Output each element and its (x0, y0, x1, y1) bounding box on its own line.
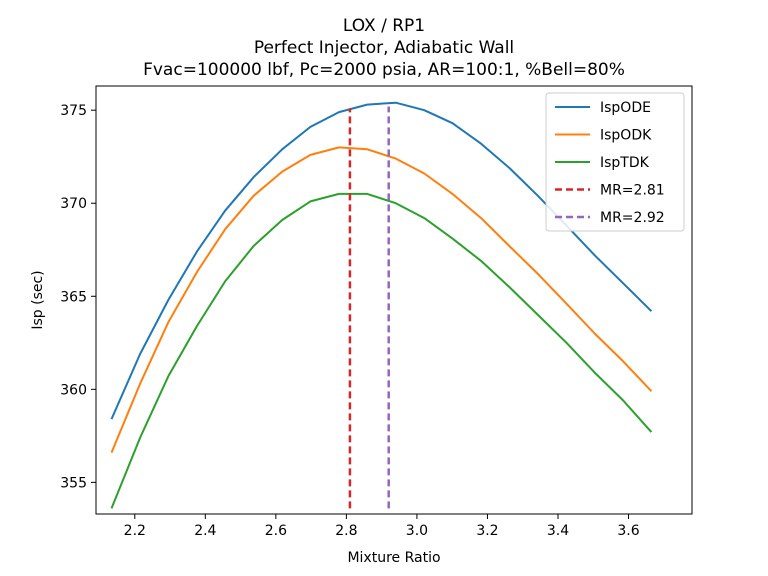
x-tick-label: 3.2 (476, 523, 498, 539)
legend-label: IspTDK (600, 155, 650, 171)
x-axis-ticks: 2.2 2.4 2.6 2.8 3.0 3.2 3.4 3.6 (124, 514, 640, 539)
y-tick-label: 375 (60, 103, 87, 119)
x-tick-label: 2.4 (194, 523, 216, 539)
chart-title-line-3: Fvac=100000 lbf, Pc=2000 psia, AR=100:1,… (143, 60, 625, 80)
plot-frame (95, 85, 693, 515)
x-tick-label: 3.0 (406, 523, 428, 539)
series-line-ispodk (110, 146, 653, 453)
y-tick-label: 365 (60, 289, 87, 305)
x-tick-label: 2.2 (124, 523, 146, 539)
y-axis-label: Isp (sec) (30, 270, 46, 329)
x-tick-label: 2.6 (265, 523, 287, 539)
chart-title-line-1: LOX / RP1 (343, 16, 425, 36)
x-tick-label: 3.4 (547, 523, 569, 539)
x-tick-label: 3.6 (617, 523, 639, 539)
legend-label: IspODE (600, 100, 651, 116)
legend-box (545, 92, 685, 232)
series-line-isptdk (110, 192, 653, 509)
y-tick-label: 360 (60, 382, 87, 398)
y-axis-ticks: 355 360 365 370 375 (60, 103, 96, 491)
legend-label: IspODK (600, 128, 652, 144)
vertical-marker-lines (348, 106, 390, 509)
chart-title: LOX / RP1 Perfect Injector, Adiabatic Wa… (143, 16, 625, 80)
legend-label: MR=2.92 (600, 210, 665, 226)
chart-title-line-2: Perfect Injector, Adiabatic Wall (254, 38, 514, 58)
x-axis-label: Mixture Ratio (347, 550, 440, 566)
legend-label: MR=2.81 (600, 183, 665, 199)
legend: IspODE IspODK IspTDK MR=2.81 MR=2.92 (545, 92, 685, 232)
y-tick-label: 370 (60, 196, 87, 212)
x-tick-label: 2.8 (335, 523, 357, 539)
y-tick-label: 355 (60, 475, 87, 491)
